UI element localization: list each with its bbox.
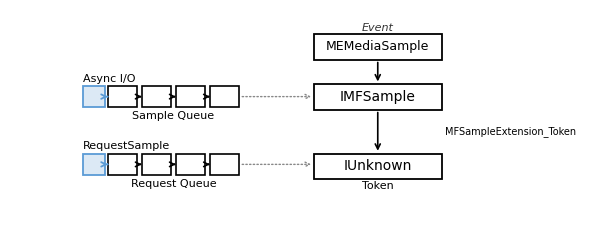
Bar [83, 86, 105, 107]
Text: MFSampleExtension_Token: MFSampleExtension_Token [445, 126, 576, 137]
Bar [314, 154, 442, 179]
Text: Sample Queue: Sample Queue [132, 111, 215, 121]
Text: MEMediaSample: MEMediaSample [326, 40, 430, 53]
Bar [210, 154, 239, 175]
Bar [314, 34, 442, 60]
Bar [142, 154, 171, 175]
Bar [210, 86, 239, 107]
Bar [176, 86, 206, 107]
Text: Event: Event [362, 23, 394, 33]
Bar [176, 154, 206, 175]
Text: RequestSample: RequestSample [83, 141, 170, 151]
Bar [108, 86, 137, 107]
Text: Token: Token [362, 181, 394, 190]
Bar [108, 154, 137, 175]
Bar [83, 154, 105, 175]
Bar [314, 84, 442, 110]
Bar [142, 86, 171, 107]
Text: Async I/O: Async I/O [83, 73, 135, 84]
Text: Request Queue: Request Queue [131, 179, 216, 189]
Text: IUnknown: IUnknown [344, 159, 412, 173]
Text: IMFSample: IMFSample [340, 90, 416, 104]
